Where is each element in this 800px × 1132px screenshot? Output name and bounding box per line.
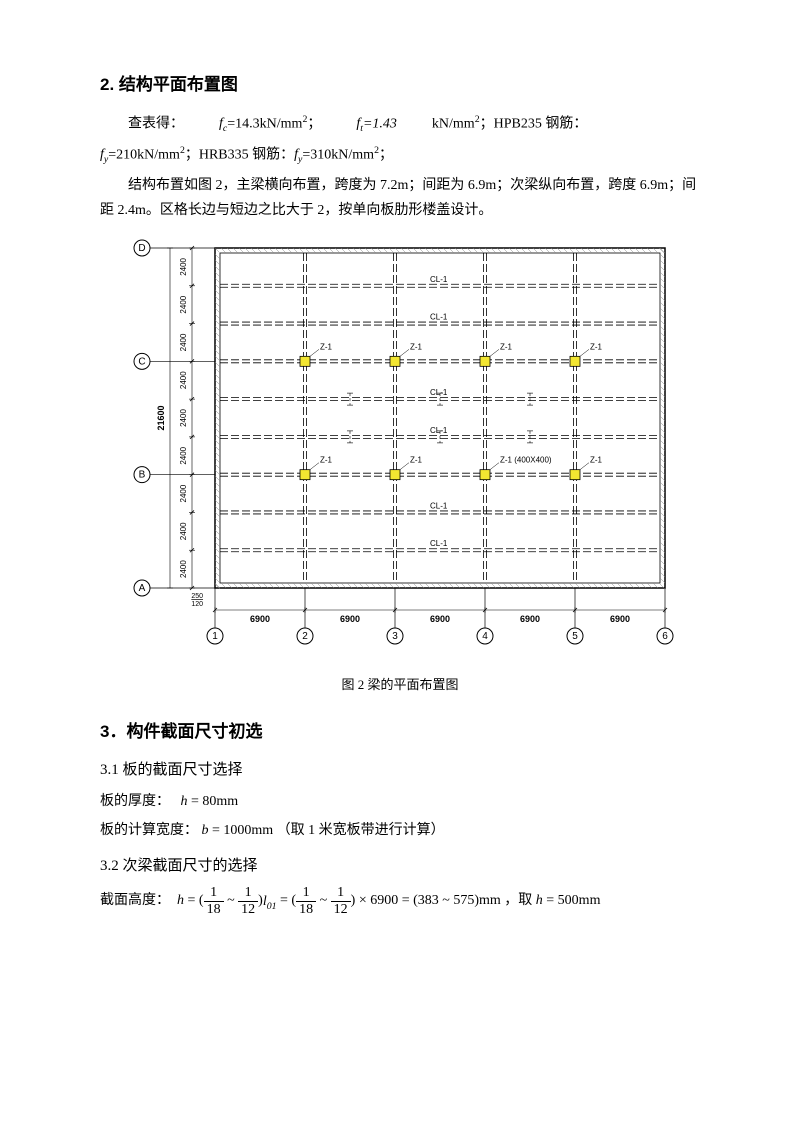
var-h: h: [177, 894, 184, 909]
svg-text:21600: 21600: [156, 406, 166, 431]
svg-text:5: 5: [572, 631, 578, 642]
text: ；: [307, 116, 321, 131]
plan-diagram: CL-1 CL-1 CL-1 CL-1 CL-1 CL-1 Z-1 Z-1 Z-1 Z-1 Z-1 Z…: [100, 238, 700, 658]
svg-text:Z-1 (400X400): Z-1 (400X400): [500, 456, 552, 465]
var-h: h: [181, 794, 188, 809]
mid: × 6900 = (383 ~ 575)mm ，取: [355, 894, 532, 909]
svg-text:2400: 2400: [179, 333, 188, 351]
para-lookup-1: 查表得： fc=14.3kN/mm2； ft=1.43 kN/mm2；HPB23…: [100, 111, 700, 138]
svg-text:2400: 2400: [179, 258, 188, 276]
slab-width: 板的计算宽度： b = 1000mm （取 1 米宽板带进行计算）: [100, 818, 700, 843]
text: =210kN/mm: [108, 147, 180, 162]
svg-text:6900: 6900: [340, 614, 360, 624]
svg-text:2400: 2400: [179, 560, 188, 578]
section3-title: 3．构件截面尺寸初选: [100, 717, 700, 748]
text: =1.43: [363, 116, 397, 131]
text: =310kN/mm: [302, 147, 374, 162]
svg-text:D: D: [138, 243, 145, 254]
text: ；HRB335 钢筋：: [185, 147, 294, 162]
var-fc: fc: [219, 116, 227, 131]
svg-text:2: 2: [302, 631, 308, 642]
svg-text:6: 6: [662, 631, 668, 642]
h31: 3.1 板的截面尺寸选择: [100, 757, 700, 784]
end: = 500mm: [543, 894, 601, 909]
label: 截面高度：: [100, 894, 170, 909]
text: kN/mm: [432, 116, 475, 131]
text: ；: [379, 147, 393, 162]
svg-text:Z-1: Z-1: [320, 456, 333, 465]
svg-text:Z-1: Z-1: [410, 342, 423, 351]
svg-text:CL-1: CL-1: [430, 388, 448, 397]
svg-text:6900: 6900: [520, 614, 540, 624]
svg-text:2400: 2400: [179, 371, 188, 389]
frac-1-18b: 118: [296, 885, 316, 917]
var-h2: h: [536, 894, 543, 909]
frac-1-18: 118: [204, 885, 224, 917]
label: 板的计算宽度：: [100, 823, 198, 838]
svg-text:2400: 2400: [179, 295, 188, 313]
svg-text:4: 4: [482, 631, 488, 642]
var-l01: l01: [263, 894, 277, 909]
para-lookup-2: fy=210kN/mm2；HRB335 钢筋：fy=310kN/mm2；: [100, 142, 700, 169]
svg-text:C: C: [138, 356, 145, 367]
svg-text:2400: 2400: [179, 409, 188, 427]
frac-1-12: 112: [238, 885, 258, 917]
frac-1-12b: 112: [331, 885, 351, 917]
svg-text:Z-1: Z-1: [500, 342, 513, 351]
svg-text:2400: 2400: [179, 446, 188, 464]
svg-text:CL-1: CL-1: [430, 539, 448, 548]
svg-text:Z-1: Z-1: [590, 342, 603, 351]
svg-text:2400: 2400: [179, 522, 188, 540]
svg-text:CL-1: CL-1: [430, 275, 448, 284]
text: ；HPB235 钢筋：: [480, 116, 588, 131]
section2-title: 2. 结构平面布置图: [100, 70, 700, 101]
svg-text:250: 250: [191, 593, 203, 600]
svg-text:CL-1: CL-1: [430, 426, 448, 435]
svg-text:3: 3: [392, 631, 398, 642]
svg-text:Z-1: Z-1: [410, 456, 423, 465]
svg-text:A: A: [139, 583, 146, 594]
label: 板的厚度：: [100, 794, 170, 809]
svg-text:2400: 2400: [179, 484, 188, 502]
svg-text:Z-1: Z-1: [590, 456, 603, 465]
svg-text:B: B: [139, 470, 146, 481]
beam-height: 截面高度： h = (118 ~ 112)l01 = (118 ~ 112) ×…: [100, 885, 700, 917]
slab-thickness: 板的厚度： h = 80mm: [100, 789, 700, 814]
svg-text:6900: 6900: [610, 614, 630, 624]
svg-text:CL-1: CL-1: [430, 313, 448, 322]
svg-text:120: 120: [191, 601, 203, 608]
svg-text:6900: 6900: [250, 614, 270, 624]
val: = 1000mm （取 1 米宽板带进行计算）: [209, 823, 445, 838]
svg-text:Z-1: Z-1: [320, 342, 333, 351]
figure-caption: 图 2 梁的平面布置图: [100, 673, 700, 696]
para-layout: 结构布置如图 2，主梁横向布置，跨度为 7.2m；间距为 6.9m；次梁纵向布置…: [100, 173, 700, 223]
val: = 80mm: [188, 794, 239, 809]
svg-text:CL-1: CL-1: [430, 502, 448, 511]
svg-text:6900: 6900: [430, 614, 450, 624]
var-ft: ft: [356, 116, 363, 131]
text: 查表得：: [128, 116, 184, 131]
var-b: b: [202, 823, 209, 838]
text: =14.3kN/mm: [227, 116, 302, 131]
var-fy: fy: [100, 147, 108, 162]
svg-text:1: 1: [212, 631, 218, 642]
h32: 3.2 次梁截面尺寸的选择: [100, 853, 700, 880]
